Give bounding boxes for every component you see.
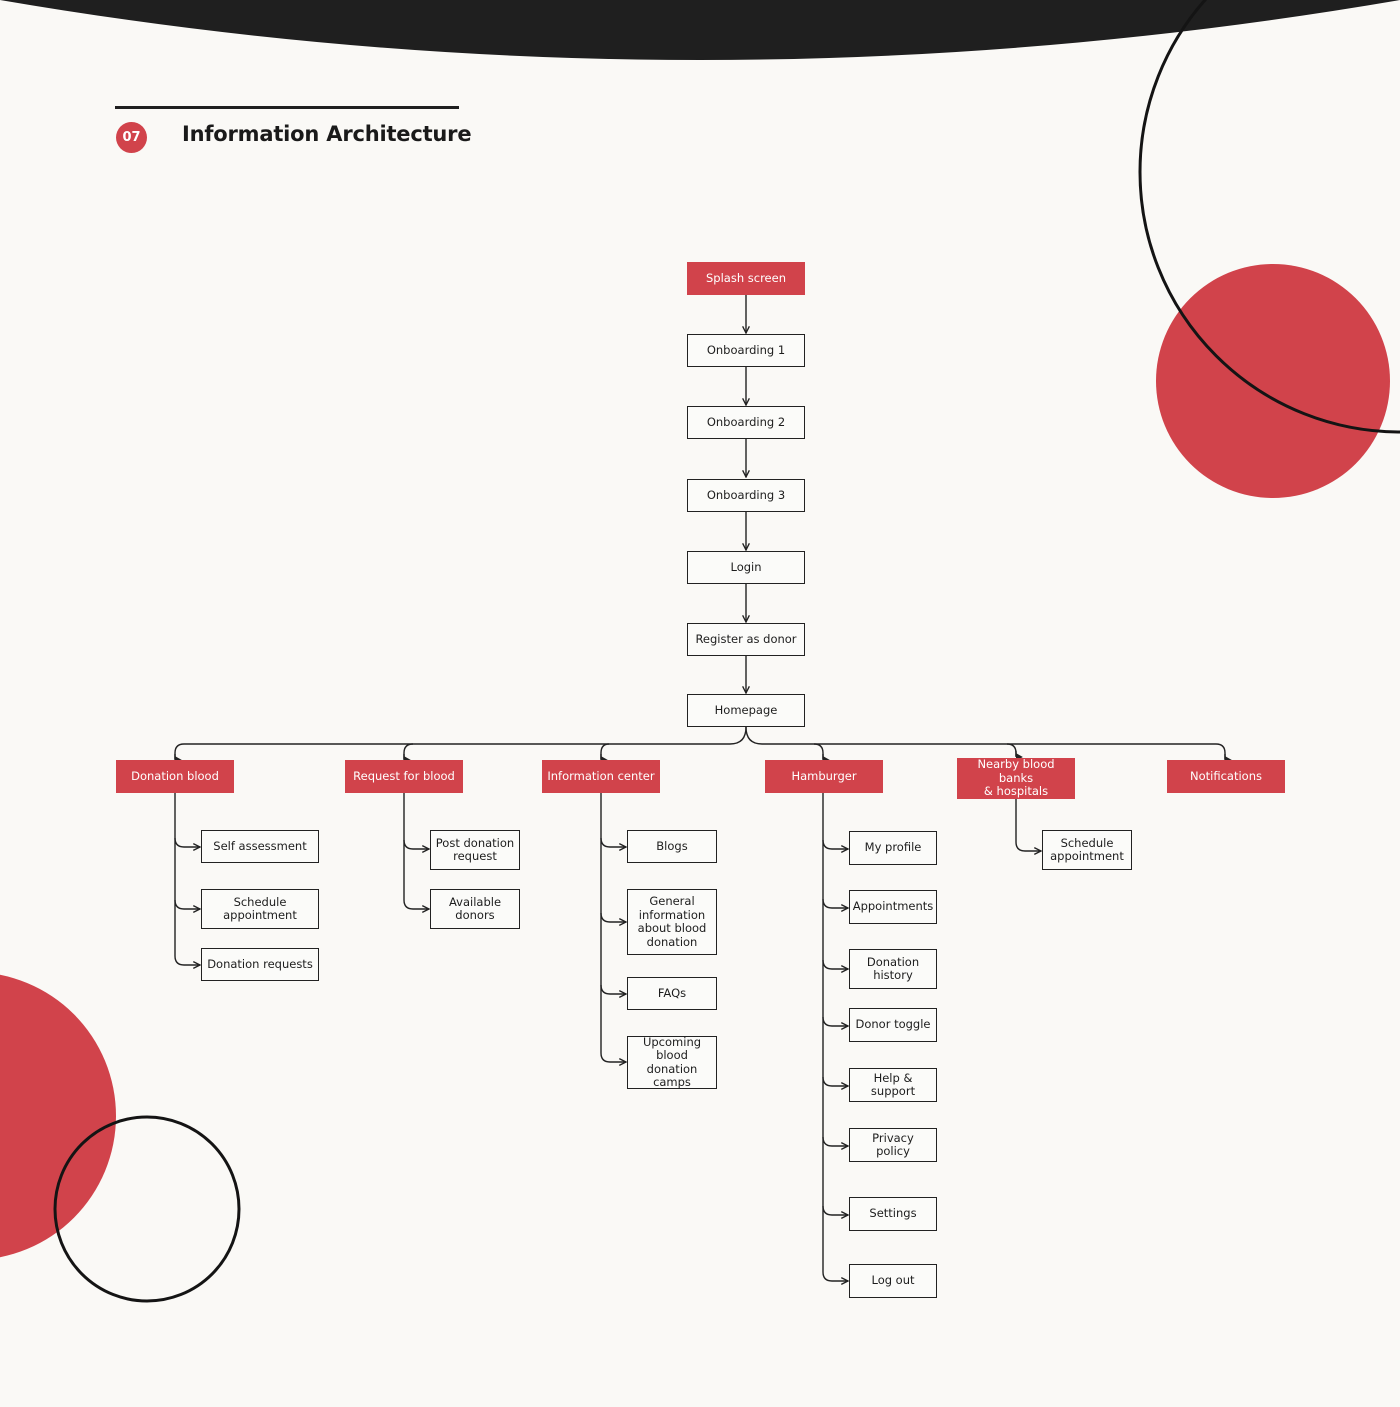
node-donation-requests[interactable]: Donation requests [201,948,319,981]
header-rule [115,106,459,109]
bottom-left-outline-circle [53,1115,241,1303]
node-general-information[interactable]: General information about blood donation [627,889,717,955]
node-label: Post donation request [435,835,515,863]
arrow-upcoming-camps [600,1052,626,1062]
node-onboarding-3[interactable]: Onboarding 3 [687,479,805,512]
node-label: Nearby blood banks & hospitals [977,757,1055,799]
arrow-my-profile [822,839,848,849]
node-available-donors[interactable]: Available donors [430,889,520,929]
node-label: Register as donor [695,631,797,646]
node-label: Request for blood [353,768,455,783]
node-nearby-blood-banks[interactable]: Nearby blood banks & hospitals [957,758,1075,799]
arrow-general-info [600,912,626,922]
node-label: Onboarding 1 [706,342,786,357]
arrow-help-support [822,1076,848,1086]
node-label: Notifications [1190,768,1262,783]
node-label: Donor toggle [855,1017,931,1032]
arrow-self-assessment [174,837,200,847]
node-my-profile[interactable]: My profile [849,831,937,865]
node-label: Donation blood [131,768,219,783]
node-label: General information about blood donation [637,894,707,949]
node-label: Blogs [656,838,688,853]
arrow-donation-requests [174,955,200,965]
node-label: Log out [871,1273,915,1288]
node-splash-screen[interactable]: Splash screen [687,262,805,295]
arrow-donation-history [822,959,848,969]
arrow-settings [822,1205,848,1215]
node-label: Privacy policy [872,1130,914,1158]
node-notifications[interactable]: Notifications [1167,760,1285,793]
node-post-donation-request[interactable]: Post donation request [430,830,520,870]
node-homepage[interactable]: Homepage [687,694,805,727]
arrow-post-donation [403,839,429,849]
node-label: My profile [864,840,922,855]
node-label: Information center [547,768,655,783]
top-right-red-circle [1156,264,1390,498]
arrow-schedule-appointment [174,899,200,909]
node-label: Help & support [870,1070,916,1098]
node-label: Splash screen [705,270,786,285]
node-register-as-donor[interactable]: Register as donor [687,623,805,656]
top-dark-arc [0,0,1400,60]
node-request-for-blood[interactable]: Request for blood [345,760,463,793]
top-right-outline-circle [1138,0,1400,434]
bottom-left-red-circle [0,974,116,1258]
homepage-bus [174,726,747,759]
node-settings[interactable]: Settings [849,1197,937,1231]
node-hamburger[interactable]: Hamburger [765,760,883,793]
node-nearby-schedule-appointment[interactable]: Schedule appointment [1042,830,1132,870]
node-blogs[interactable]: Blogs [627,830,717,863]
node-upcoming-camps[interactable]: Upcoming blood donation camps [627,1034,717,1089]
arrow-donor-toggle [822,1016,848,1026]
arrow-faqs [600,984,626,994]
node-label: Onboarding 3 [706,487,786,502]
node-donation-history[interactable]: Donation history [849,949,937,989]
node-label: Donation history [866,954,920,982]
drop-nearby [1006,743,1017,756]
node-label: Settings [869,1206,917,1221]
node-faqs[interactable]: FAQs [627,977,717,1010]
node-information-center[interactable]: Information center [542,760,660,793]
node-login[interactable]: Login [687,551,805,584]
arrow-available-donors [403,899,429,909]
section-number-badge: 07 [116,122,147,153]
node-onboarding-1[interactable]: Onboarding 1 [687,334,805,367]
node-label: Login [730,559,762,574]
node-label: Self assessment [213,838,307,853]
arrow-log-out [822,1271,848,1281]
node-donor-toggle[interactable]: Donor toggle [849,1008,937,1042]
arrow-privacy-policy [822,1136,848,1146]
node-label: FAQs [657,985,687,1000]
page-title: Information Architecture [182,122,472,146]
node-label: Donation requests [207,956,313,971]
node-appointments[interactable]: Appointments [849,890,937,924]
node-self-assessment[interactable]: Self assessment [201,830,319,863]
node-donation-blood[interactable]: Donation blood [116,760,234,793]
node-label: Schedule appointment [1050,835,1124,863]
drop-info [600,743,610,759]
node-schedule-appointment[interactable]: Schedule appointment [201,889,319,929]
drop-request [403,743,414,759]
node-label: Schedule appointment [223,894,297,922]
homepage-bus-right [745,726,1226,759]
node-label: Appointments [852,899,934,914]
node-onboarding-2[interactable]: Onboarding 2 [687,406,805,439]
node-label: Homepage [714,702,778,717]
nearby-trunk [1015,799,1041,851]
drop-hamburger [813,743,824,759]
node-label: Onboarding 2 [706,414,786,429]
arrow-appointments [822,898,848,908]
node-privacy-policy[interactable]: Privacy policy [849,1128,937,1162]
node-label: Available donors [448,894,502,922]
node-label: Upcoming blood donation camps [642,1034,702,1089]
node-help-support[interactable]: Help & support [849,1068,937,1102]
node-label: Hamburger [791,768,857,783]
arrow-blogs [600,837,626,847]
node-log-out[interactable]: Log out [849,1264,937,1298]
